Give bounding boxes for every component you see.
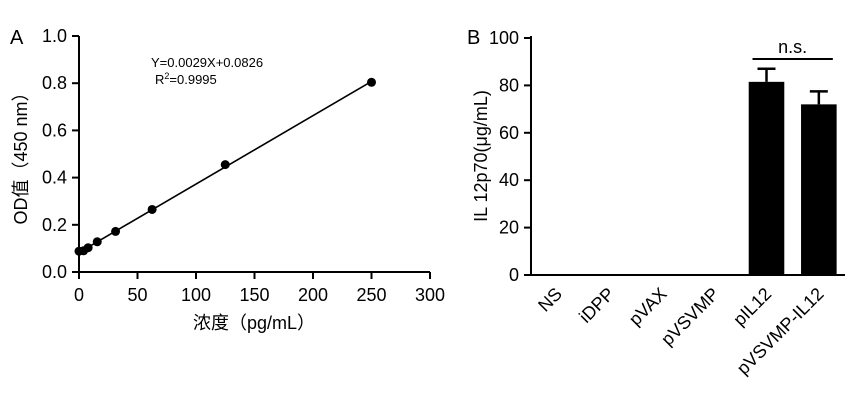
- panel-b-y-tick-label: 80: [499, 75, 519, 95]
- panel-b-y-axis-title: IL 12p70(μg/mL): [471, 90, 491, 222]
- panel-a-y-tick-label: 0.6: [42, 120, 67, 140]
- panel-b-category-label: pVSVMP: [657, 284, 723, 350]
- panel-a-x-tick-label: 150: [239, 285, 269, 305]
- panel-b-significance: n.s.: [752, 37, 833, 60]
- panel-b-category-label: iDPP: [575, 284, 618, 327]
- panel-a-y-tick-label: 0.2: [42, 215, 67, 235]
- panel-a-data-point: [111, 226, 121, 236]
- panel-b-bar: [748, 81, 785, 275]
- panel-a-data-point: [83, 243, 93, 253]
- panel-a-r2-superscript: 2: [164, 71, 169, 81]
- panel-a-data-point: [367, 77, 376, 87]
- panel-a-r2-prefix: R: [155, 72, 164, 87]
- panel-a-data-points: [74, 77, 376, 256]
- panel-a-y-tick-label: 0.0: [42, 262, 67, 282]
- panel-b-category-label: pIL12: [729, 284, 775, 330]
- panel-a-equation: Y=0.0029X+0.0826: [151, 55, 263, 70]
- panel-b-bar: [801, 104, 837, 275]
- panel-b-y-tick-label: 40: [499, 170, 519, 190]
- panel-a-x-ticks: 0 50 100 150 200 250 300: [74, 272, 445, 305]
- panel-a-y-axis-title: OD值（450 nm）: [11, 83, 31, 224]
- panel-a-r2-value: =0.9995: [169, 72, 216, 87]
- panel-b-bars: [748, 67, 837, 275]
- panel-b-letter: B: [467, 27, 480, 49]
- panel-a-x-axis-title: 浓度（pg/mL）: [193, 313, 315, 333]
- panel-a-x-tick-label: 300: [415, 285, 445, 305]
- panel-a-data-point: [147, 204, 157, 214]
- panel-b-y-ticks: 0 20 40 60 80 100: [489, 28, 531, 285]
- panel-a-data-point: [92, 237, 102, 247]
- panel-a-x-tick-label: 200: [298, 285, 328, 305]
- panel-a-x-tick-label: 100: [181, 285, 211, 305]
- panel-a-data-point: [220, 160, 230, 170]
- panel-a-letter: A: [10, 27, 24, 49]
- panel-a-chart: A 0 50 100 150 200 250 300 0.00.20.40.60.81.0 …: [10, 26, 445, 333]
- panel-a-y-tick-label: 1.0: [42, 26, 67, 46]
- panel-a-y-tick-label: 0.4: [42, 168, 67, 188]
- panel-a-x-tick-label: 0: [74, 285, 84, 305]
- panel-a-y-ticks: 0.0 0.2 0.4 0.6 0.8 1.0: [42, 26, 79, 282]
- panel-b-category-label: pVAX: [625, 284, 671, 330]
- panel-b-category-label: NS: [534, 284, 566, 316]
- panel-a-x-tick-label: 250: [356, 285, 386, 305]
- panel-b-y-tick-label: 0: [509, 265, 519, 285]
- panel-b-significance-label: n.s.: [778, 37, 807, 57]
- panel-a-r2: R2=0.9995: [155, 71, 217, 87]
- panel-a-y-tick-label: 0.8: [42, 73, 67, 93]
- panel-b-y-tick-label: 20: [499, 218, 519, 238]
- panel-a-x-tick-label: 50: [127, 285, 147, 305]
- panel-b-y-tick-label: 60: [499, 123, 519, 143]
- panel-b-y-tick-label: 100: [489, 28, 519, 48]
